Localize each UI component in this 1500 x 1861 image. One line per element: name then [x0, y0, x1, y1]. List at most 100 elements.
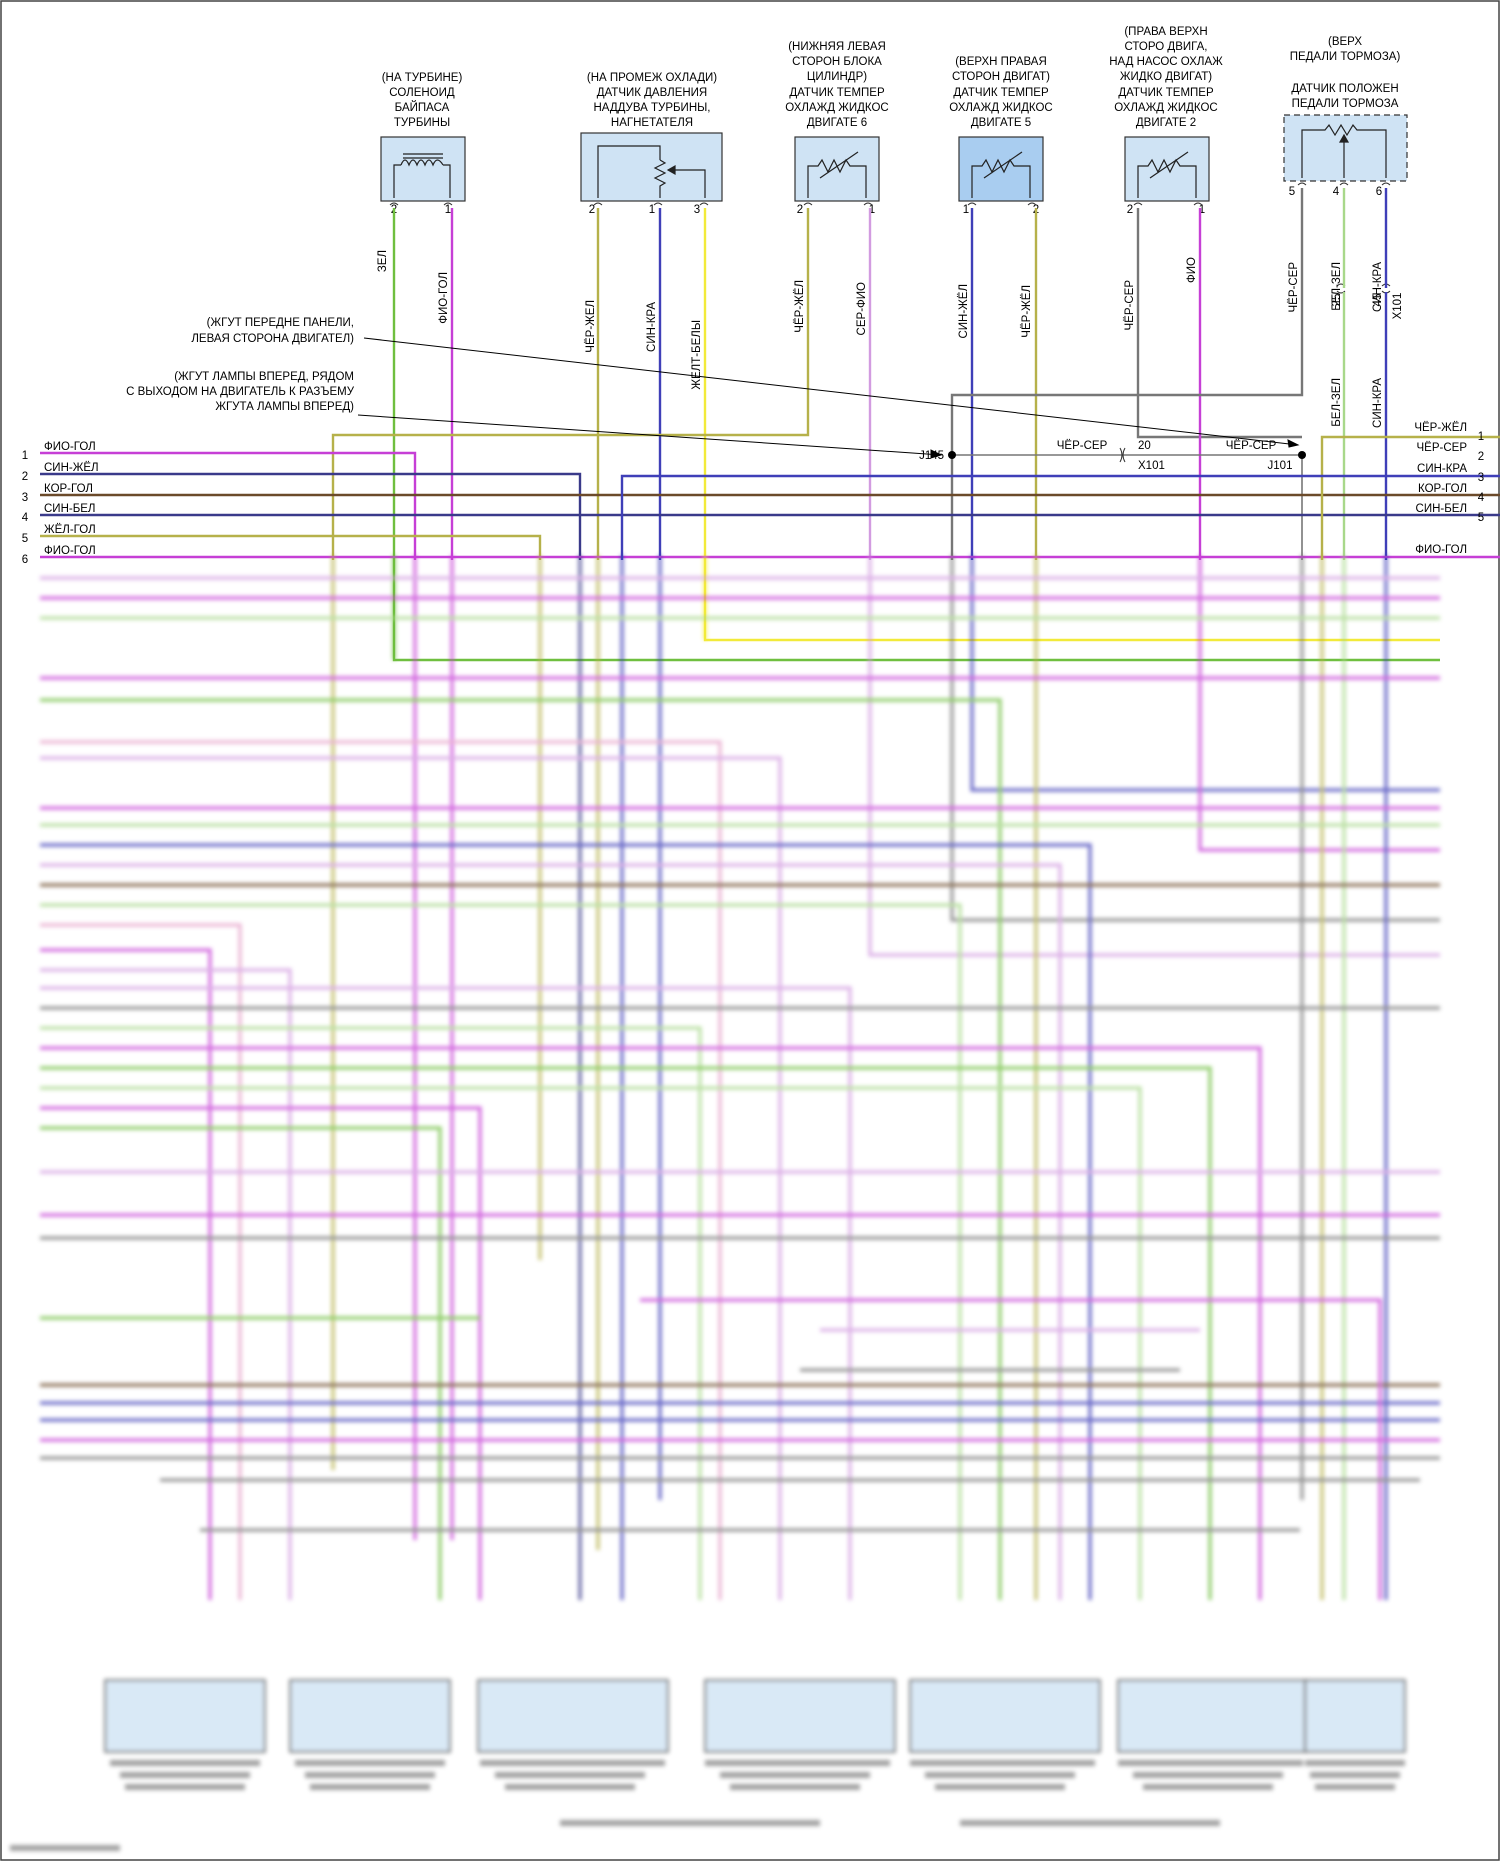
- component-label-line: ДАТЧИК ТЕМПЕР: [789, 87, 885, 99]
- pin-number: 2: [797, 204, 803, 216]
- brake-pedal-position-sensor: (ВЕРХ ПЕДАЛИ ТОРМОЗА) ДАТЧИК ПОЛОЖЕН ПЕД…: [1283, 36, 1408, 198]
- pin-number: 2: [1127, 204, 1133, 216]
- bus-label: СИН-ЖЁЛ: [44, 462, 99, 474]
- component-label-line: (ВЕРХ: [1328, 36, 1362, 48]
- component-label-line: ДАТЧИК ПОЛОЖЕН: [1291, 83, 1398, 95]
- potentiometer-icon: [1301, 123, 1387, 178]
- bus-number: 5: [22, 533, 28, 545]
- component-label-line: СТОРОН ДВИГАТ): [952, 71, 1050, 83]
- coolant-temp-sensor-6: (НИЖНЯЯ ЛЕВАЯ СТОРОН БЛОКА ЦИЛИНДР) ДАТЧ…: [785, 41, 888, 216]
- bus-number: 1: [22, 450, 28, 462]
- wire-label: СЕР-ФИО: [856, 282, 868, 335]
- pin-number: 4: [1333, 186, 1340, 198]
- bus-label: ФИО-ГОЛ: [44, 545, 96, 557]
- bus-number: 1: [1478, 431, 1484, 443]
- component-label-line: НАДДУВА ТУРБИНЫ,: [593, 102, 710, 114]
- pin-number: 1: [1199, 204, 1205, 216]
- bus-number: 4: [22, 512, 29, 524]
- bus-label: КОР-ГОЛ: [44, 483, 93, 495]
- leader-lines: [357, 337, 1300, 459]
- bus-label: СИН-БЕЛ: [44, 503, 95, 515]
- bus-wire-r3: [620, 474, 1500, 560]
- wire-label: СИН-ЖЁЛ: [958, 284, 970, 339]
- wire-label: ФИО-ГОЛ: [438, 272, 450, 324]
- wire-label: ЧЁР-ЖЁЛ: [794, 280, 806, 333]
- wire-label: ЖЕЛТ-БЕЛЫ: [691, 320, 703, 390]
- pin-number: 20: [1138, 440, 1151, 452]
- component-box: [794, 136, 880, 202]
- bus-number: 2: [22, 471, 28, 483]
- bus-number: 2: [1478, 451, 1484, 463]
- connector-chevrons: [389, 182, 1391, 294]
- coolant-temp-sensor-2: (ПРАВА ВЕРХН СТОРО ДВИГА, НАД НАСОС ОХЛА…: [1109, 26, 1223, 216]
- pin-number: 45: [1372, 294, 1384, 307]
- wire-label: БЕЛ-ЗЕЛ: [1331, 378, 1343, 427]
- note-line: ЖГУТА ЛАМПЫ ВПЕРЕД): [215, 401, 354, 413]
- bus-label: СИН-КРА: [1417, 463, 1467, 475]
- bus-label: СИН-БЕЛ: [1416, 503, 1467, 515]
- note-line: ЛЕВАЯ СТОРОНА ДВИГАТЕЛ): [191, 333, 354, 345]
- bus-label: ЧЁР-ЖЁЛ: [1414, 422, 1467, 434]
- wire-label: ЗЕЛ: [377, 250, 389, 272]
- pin-number: 25: [1331, 294, 1343, 307]
- bus-label: ФИО-ГОЛ: [44, 441, 96, 453]
- pin-number: 1: [963, 204, 969, 216]
- wire-cher-zhel-b: [331, 208, 810, 560]
- note-line: (ЖГУТ ЛАМПЫ ВПЕРЕД, РЯДОМ: [174, 371, 354, 383]
- splice-labels: J145 ЧЁР-СЕР 20 X101 ЧЁР-СЕР J101: [919, 440, 1292, 472]
- bus-label: КОР-ГОЛ: [1418, 483, 1467, 495]
- coolant-temp-sensor-5: (ВЕРХН ПРАВАЯ СТОРОН ДВИГАТ) ДАТЧИК ТЕМП…: [949, 56, 1052, 216]
- component-label-line: ТУРБИНЫ: [394, 117, 450, 129]
- solenoid-coil-icon: [393, 153, 451, 198]
- component-label-line: ДВИГАТЕ 5: [971, 117, 1031, 129]
- thermistor-icon: [807, 151, 867, 198]
- bus-label: ФИО-ГОЛ: [1415, 544, 1467, 556]
- pin-number: 1: [445, 204, 451, 216]
- component-label-line: ОХЛАЖД ЖИДКОС: [949, 102, 1052, 114]
- note-line: (ЖГУТ ПЕРЕДНЕ ПАНЕЛИ,: [207, 317, 354, 329]
- wire-label: ЧЁР-СЕР: [1226, 440, 1277, 452]
- pin-number: 5: [1289, 186, 1295, 198]
- component-box: [380, 136, 466, 202]
- connector-label: X101: [1392, 293, 1404, 320]
- component-label-line: ДАТЧИК ДАВЛЕНИЯ: [597, 87, 708, 99]
- wire-label: БЕЛ-ЗЕЛ: [1331, 262, 1343, 311]
- note-line: С ВЫХОДОМ НА ДВИГАТЕЛЬ К РАЗЪЕМУ: [126, 386, 355, 398]
- splice-dot-j145: [948, 451, 956, 459]
- pin-number: 2: [589, 204, 595, 216]
- splice-label-j145: J145: [919, 450, 944, 462]
- component-box: [1124, 136, 1210, 202]
- pin-number: 6: [1376, 186, 1382, 198]
- connector-label: X101: [1138, 460, 1165, 472]
- wire-cher-ser-brake: [950, 188, 1304, 560]
- component-label-line: НАГНЕТАТЕЛЯ: [611, 117, 693, 129]
- bus-number: 3: [1478, 472, 1484, 484]
- wire-label: ЧЁР-ЖЁЛ: [1021, 285, 1033, 338]
- thermistor-icon: [1137, 151, 1197, 198]
- component-label-line: (НИЖНЯЯ ЛЕВАЯ: [788, 41, 886, 53]
- bus-wire-2: [40, 472, 582, 560]
- potentiometer-icon: [597, 145, 706, 198]
- component-label-line: ОХЛАЖД ЖИДКОС: [1114, 102, 1217, 114]
- component-label-line: (НА ТУРБИНЕ): [382, 72, 463, 84]
- splice-dot-j101: [1298, 451, 1306, 459]
- bus-wire-5: [40, 534, 542, 560]
- component-label-line: (НА ПРОМЕЖ ОХЛАДИ): [587, 72, 717, 84]
- splice-label-j101: J101: [1268, 460, 1293, 472]
- component-label-line: ДАТЧИК ТЕМПЕР: [953, 87, 1049, 99]
- right-bus-labels: 1 ЧЁР-ЖЁЛ 2 ЧЁР-СЕР 3 СИН-КРА 4 КОР-ГОЛ …: [1414, 422, 1484, 556]
- bus-number: 4: [1478, 492, 1485, 504]
- component-label-line: ЦИЛИНДР): [807, 71, 867, 83]
- obscured-region: [0, 555, 1500, 1861]
- wire-label: СИН-КРА: [646, 302, 658, 352]
- component-box: [958, 136, 1044, 202]
- wire-label: ЧЁР-СЕР: [1124, 280, 1136, 331]
- bus-number: 3: [22, 492, 28, 504]
- wire-label: ФИО: [1186, 257, 1198, 283]
- bus-label: ЧЁР-СЕР: [1417, 442, 1468, 454]
- bus-number: 5: [1478, 512, 1484, 524]
- bus-wire-1: [40, 451, 417, 560]
- component-label-line: ОХЛАЖД ЖИДКОС: [785, 102, 888, 114]
